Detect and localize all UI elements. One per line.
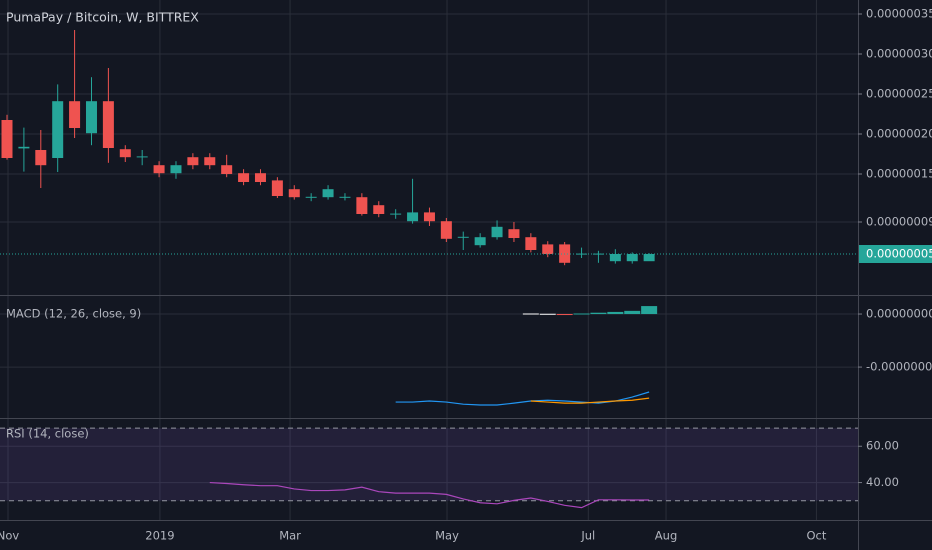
candle-body bbox=[52, 101, 64, 158]
candle-body bbox=[238, 173, 250, 182]
candle-body bbox=[525, 237, 537, 250]
candle-body bbox=[221, 165, 233, 174]
candle-body bbox=[491, 226, 503, 238]
candle-body bbox=[119, 149, 131, 158]
candle-body bbox=[18, 146, 30, 149]
candle-body bbox=[85, 101, 97, 134]
histogram-bar bbox=[573, 313, 590, 315]
candle-body bbox=[626, 254, 638, 262]
candle-body bbox=[254, 173, 266, 182]
candle-body bbox=[1, 120, 13, 158]
rsi-band bbox=[0, 428, 858, 501]
x-tick-label: Nov bbox=[0, 529, 19, 543]
indicator-line bbox=[209, 481, 650, 509]
candle-body bbox=[322, 189, 334, 198]
y-tick-label: -0.00000002 bbox=[866, 360, 932, 374]
candle-body bbox=[390, 213, 402, 215]
histogram-bar bbox=[641, 306, 658, 315]
y-tick-label: 40.00 bbox=[866, 475, 899, 489]
y-tick-label: 0.00000025 bbox=[866, 87, 932, 101]
candle-body bbox=[407, 212, 419, 222]
candle-body bbox=[136, 156, 148, 158]
candle-body bbox=[69, 101, 81, 128]
candle-body bbox=[609, 254, 621, 262]
x-tick-label: Aug bbox=[655, 529, 677, 543]
candle-body bbox=[542, 244, 554, 254]
macd-title: MACD (12, 26, close, 9) bbox=[6, 307, 141, 321]
candle-body bbox=[187, 157, 199, 166]
candle-body bbox=[305, 196, 317, 198]
candle-body bbox=[288, 189, 300, 198]
y-tick-label: 0.00000000 bbox=[866, 307, 932, 321]
x-tick-label: 2019 bbox=[145, 529, 174, 543]
rsi-title: RSI (14, close) bbox=[6, 427, 89, 441]
histogram-bar bbox=[556, 314, 573, 316]
y-tick-label: 0.00000015 bbox=[866, 167, 932, 181]
y-tick-label: 0.00000035 bbox=[866, 7, 932, 21]
candle-body bbox=[576, 253, 588, 255]
x-tick-label: Jul bbox=[580, 529, 595, 543]
y-tick-label: 0.00000020 bbox=[866, 127, 932, 141]
candle-body bbox=[457, 236, 469, 238]
y-tick-label: 0.00000030 bbox=[866, 47, 932, 61]
histogram-bar bbox=[539, 313, 556, 315]
y-tick-label: 0.00000009 bbox=[866, 215, 932, 229]
last-price-label: 0.00000005 bbox=[866, 247, 932, 261]
candle-body bbox=[339, 196, 351, 198]
candle-body bbox=[592, 253, 604, 255]
candle-body bbox=[643, 254, 655, 262]
x-tick-label: Oct bbox=[806, 529, 826, 543]
candle-body bbox=[474, 237, 486, 246]
marks bbox=[0, 30, 858, 509]
chart-title: PumaPay / Bitcoin, W, BITTREX bbox=[6, 10, 199, 25]
candle-body bbox=[356, 197, 368, 214]
candle-body bbox=[271, 180, 283, 196]
grid bbox=[0, 0, 858, 520]
candle-body bbox=[35, 150, 47, 166]
histogram-bar bbox=[607, 311, 624, 315]
last-price-box bbox=[859, 245, 932, 263]
histogram-bar bbox=[624, 310, 641, 315]
candle-body bbox=[508, 229, 520, 238]
candle-body bbox=[153, 165, 165, 174]
y-tick-label: 60.00 bbox=[866, 439, 899, 453]
candle-body bbox=[170, 165, 182, 174]
x-tick-label: May bbox=[435, 529, 459, 543]
candle-body bbox=[204, 157, 216, 166]
histogram-bar bbox=[590, 312, 607, 315]
candle-body bbox=[423, 212, 435, 222]
candle-body bbox=[373, 205, 385, 214]
indicator-line bbox=[530, 397, 650, 404]
candle-body bbox=[102, 101, 114, 148]
histogram-bar bbox=[522, 313, 539, 315]
candle-body bbox=[440, 221, 452, 239]
x-tick-label: Mar bbox=[279, 529, 301, 543]
